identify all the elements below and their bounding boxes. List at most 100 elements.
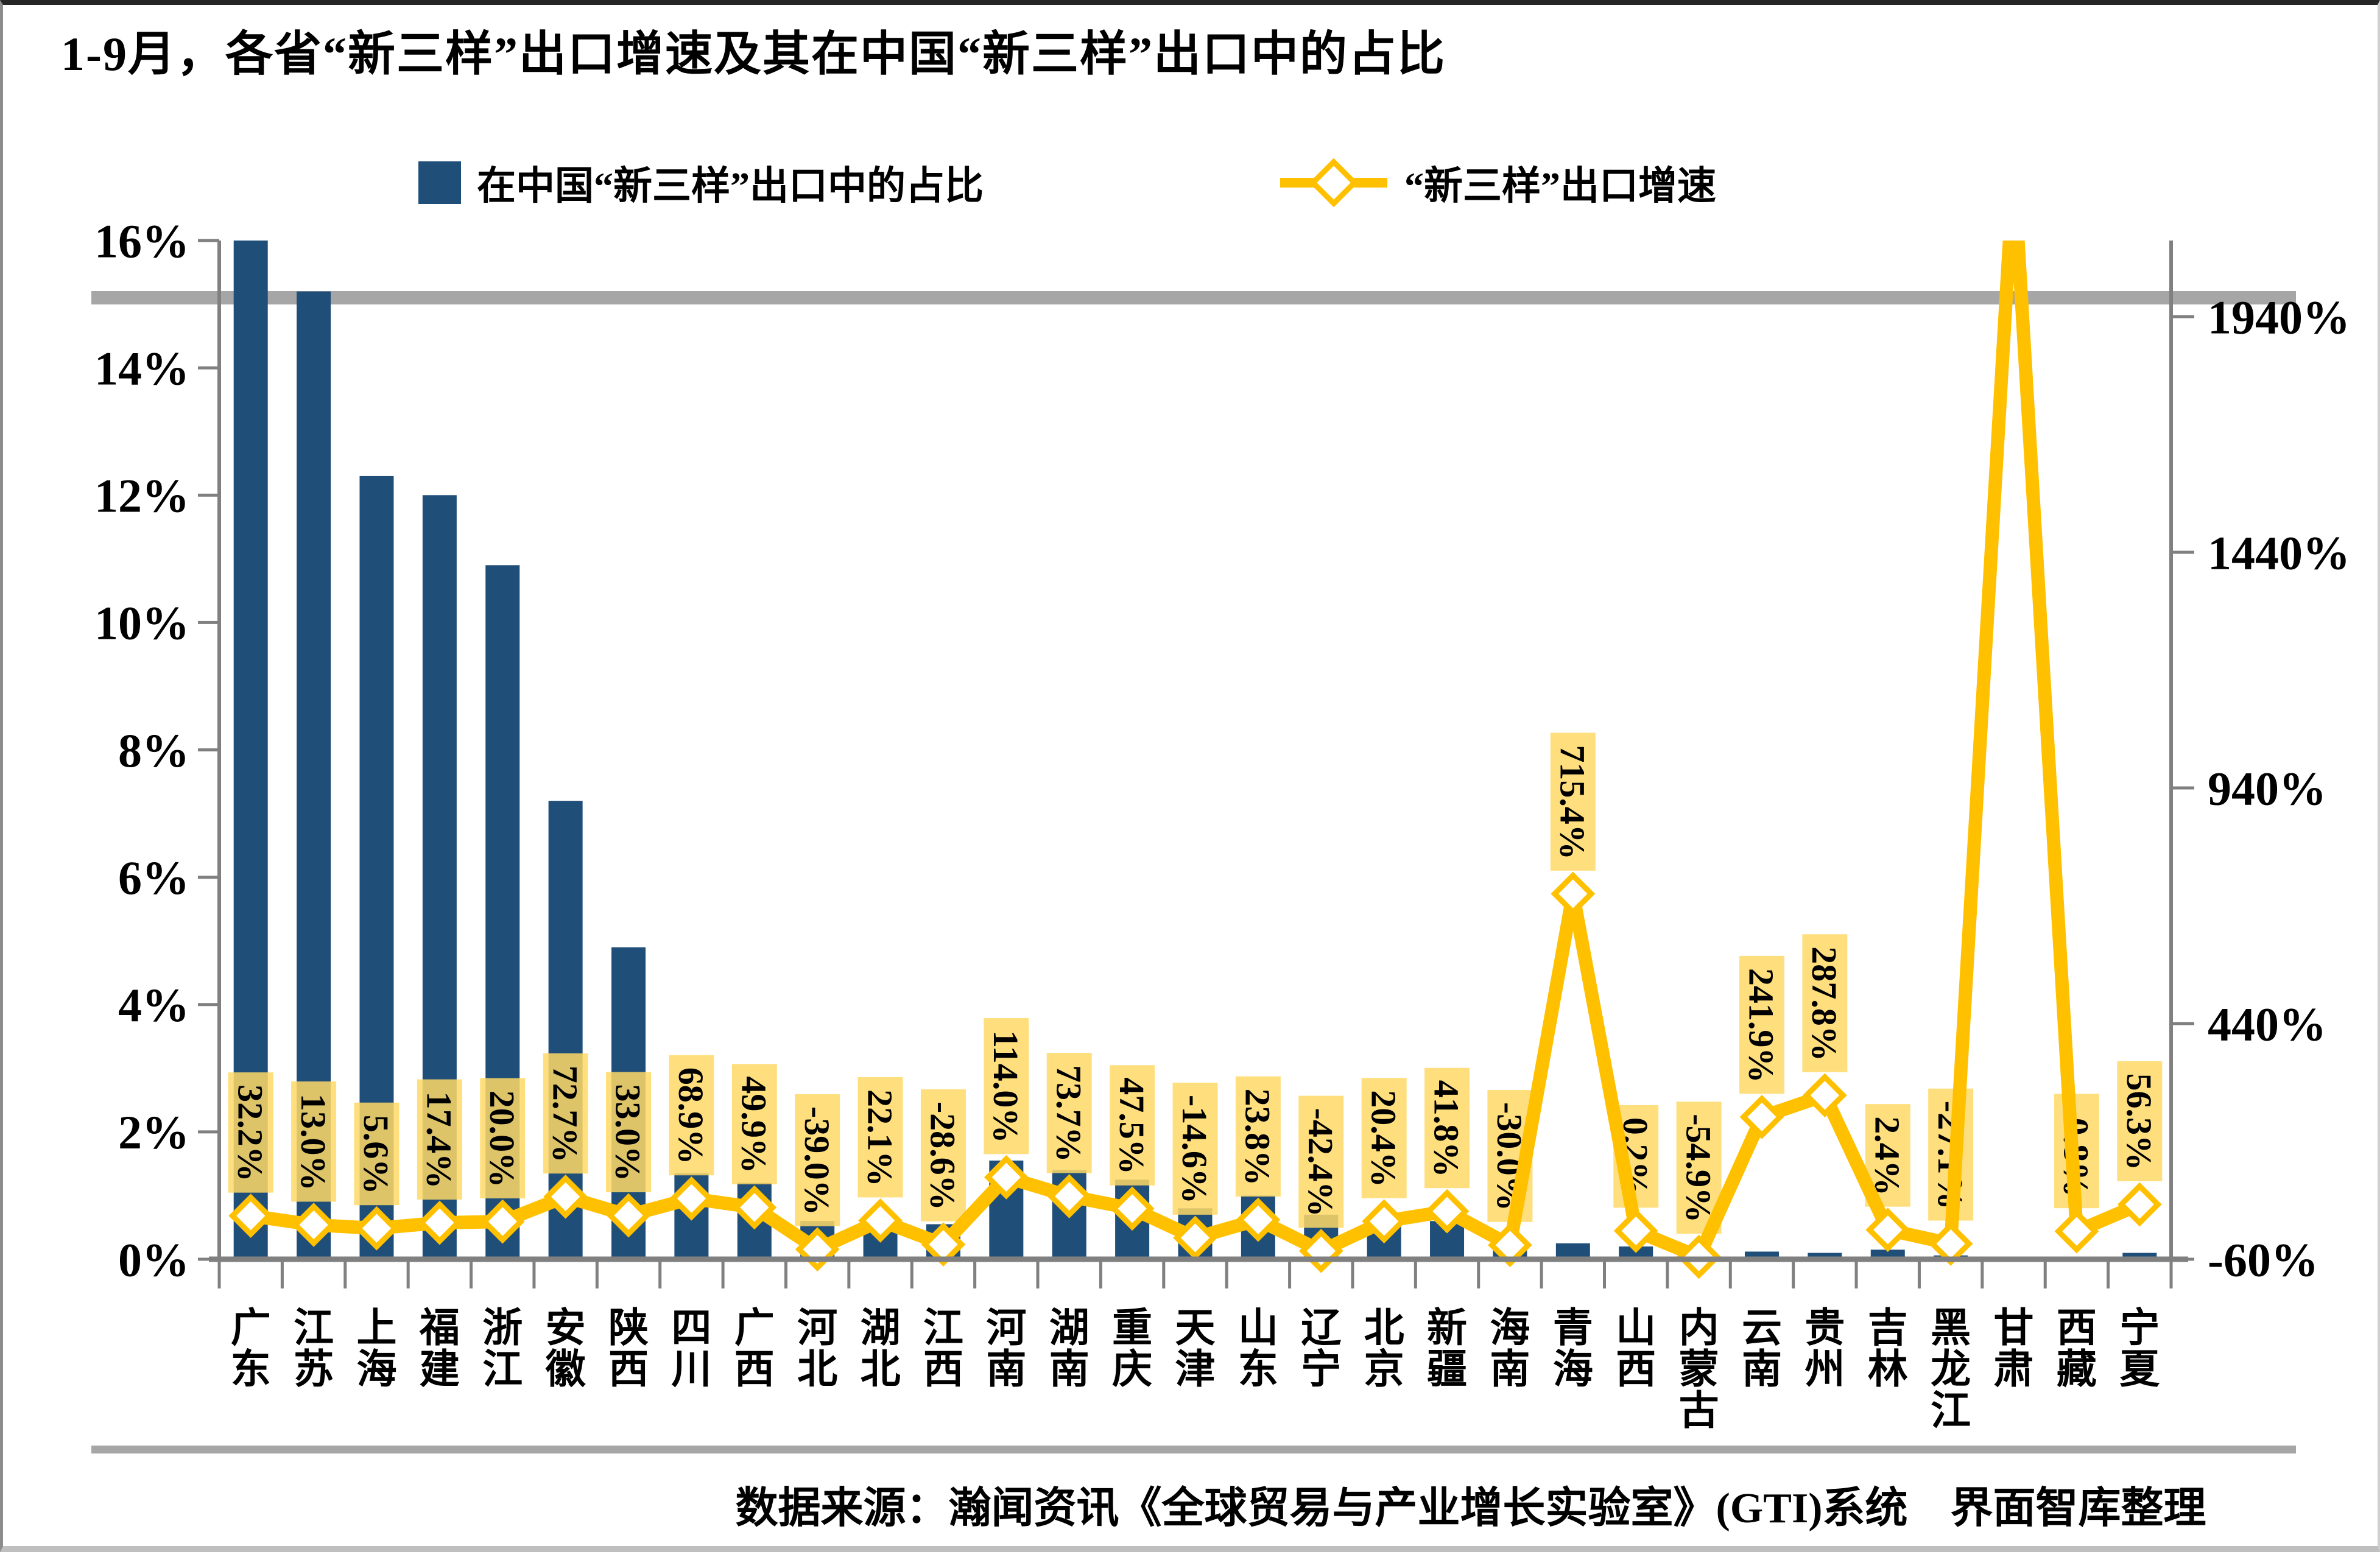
svg-text:49.9%: 49.9%: [734, 1076, 773, 1173]
x-label-山东: 山东: [1238, 1306, 1278, 1392]
x-label-黑龙江: 黑龙江: [1931, 1306, 1971, 1433]
x-label-宁夏: 宁夏: [2119, 1306, 2160, 1392]
x-label-四川: 四川: [671, 1306, 711, 1392]
right-tick-label: -60%: [2208, 1233, 2318, 1286]
growth-label-新疆: 41.8%: [1424, 1067, 1470, 1189]
growth-label-江苏: 13.0%: [291, 1081, 337, 1202]
svg-text:715.4%: 715.4%: [1553, 745, 1593, 860]
growth-label-贵州: 287.8%: [1802, 934, 1848, 1072]
x-label-云南: 云南: [1742, 1306, 1782, 1392]
x-label-贵州: 贵州: [1804, 1306, 1845, 1392]
legend-label-share: 在中国“新三样”出口中的占比: [477, 164, 984, 208]
source-note: 数据来源：瀚闻资讯《全球贸易与产业增长实验室》(GTI)系统 界面智库整理: [735, 1485, 2206, 1532]
growth-label-吉林: 2.4%: [1865, 1104, 1910, 1207]
bar-贵州: [1808, 1253, 1842, 1259]
growth-marker-西藏: [2054, 1209, 2099, 1254]
x-label-新疆: 新疆: [1427, 1306, 1467, 1392]
left-tick-label: 4%: [118, 979, 189, 1032]
x-label-广西: 广西: [734, 1306, 775, 1392]
growth-label-河北: -39.0%: [795, 1094, 840, 1226]
x-label-浙江: 浙江: [482, 1306, 523, 1392]
growth-label-天津: -14.6%: [1172, 1083, 1218, 1215]
growth-marker-青海: [1551, 871, 1596, 916]
growth-marker-宁夏: [2117, 1182, 2162, 1227]
growth-label-陕西: 33.0%: [606, 1072, 652, 1193]
x-label-重庆: 重庆: [1112, 1306, 1152, 1392]
x-label-江苏: 江苏: [294, 1306, 334, 1392]
growth-marker-海南: [1488, 1223, 1532, 1268]
growth-marker-山东: [1236, 1197, 1281, 1242]
svg-text:20.0%: 20.0%: [482, 1091, 522, 1188]
growth-marker-山西: [1613, 1209, 1658, 1253]
bar-swatch-icon: [418, 161, 461, 204]
x-label-湖北: 湖北: [861, 1306, 901, 1392]
growth-label-河南: 114.0%: [984, 1018, 1029, 1155]
x-label-北京: 北京: [1364, 1306, 1404, 1392]
growth-marker-河南: [984, 1155, 1029, 1200]
left-tick-label: 12%: [94, 469, 189, 522]
svg-text:72.7%: 72.7%: [545, 1066, 585, 1163]
svg-text:-28.6%: -28.6%: [923, 1102, 963, 1211]
left-tick-label: 14%: [94, 342, 189, 395]
right-tick-label: 940%: [2208, 762, 2326, 815]
growth-marker-广东: [228, 1193, 273, 1239]
svg-text:17.4%: 17.4%: [420, 1092, 459, 1189]
left-tick-label: 16%: [94, 214, 189, 267]
chart-title: 1-9月，各省“新三样”出口增速及其在中国“新三样”出口中的占比: [61, 27, 1446, 80]
svg-text:33.0%: 33.0%: [608, 1084, 648, 1182]
growth-marker-江西: [921, 1222, 966, 1267]
legend-item-growth: “新三样”出口增速: [1279, 155, 1716, 211]
svg-text:23.8%: 23.8%: [1238, 1089, 1278, 1186]
x-label-海南: 海南: [1490, 1306, 1530, 1392]
growth-label-山东: 23.8%: [1235, 1076, 1281, 1197]
svg-text:47.5%: 47.5%: [1112, 1077, 1152, 1175]
x-label-西藏: 西藏: [2057, 1306, 2097, 1392]
bar-宁夏: [2122, 1253, 2157, 1259]
growth-marker-吉林: [1865, 1207, 1910, 1253]
growth-marker-重庆: [1110, 1186, 1155, 1231]
svg-text:-39.0%: -39.0%: [797, 1106, 837, 1215]
right-tick-label: 440%: [2208, 997, 2326, 1050]
svg-text:-14.6%: -14.6%: [1175, 1095, 1214, 1204]
growth-marker-河北: [795, 1227, 840, 1272]
svg-text:22.1%: 22.1%: [860, 1089, 900, 1187]
growth-marker-安徽: [543, 1174, 588, 1219]
footer-divider: [91, 1446, 2296, 1453]
right-tick-label: 1440%: [2208, 526, 2350, 579]
growth-marker-陕西: [606, 1193, 651, 1238]
svg-text:73.7%: 73.7%: [1049, 1065, 1088, 1162]
growth-label-湖南: 73.7%: [1046, 1053, 1092, 1173]
svg-text:68.9%: 68.9%: [671, 1067, 711, 1165]
growth-markers: [228, 871, 2162, 1279]
svg-text:114.0%: 114.0%: [986, 1030, 1026, 1143]
growth-marker-贵州: [1803, 1073, 1847, 1118]
x-label-广东: 广东: [231, 1306, 271, 1392]
x-label-河南: 河南: [986, 1306, 1026, 1392]
growth-marker-广西: [732, 1185, 777, 1230]
x-label-天津: 天津: [1175, 1306, 1216, 1392]
growth-label-山西: 0.2%: [1613, 1105, 1659, 1208]
growth-marker-湖南: [1047, 1174, 1092, 1218]
left-tick-label: 8%: [118, 724, 189, 777]
growth-marker-福建: [417, 1200, 462, 1245]
svg-text:32.2%: 32.2%: [230, 1084, 270, 1182]
growth-label-四川: 68.9%: [669, 1055, 714, 1176]
x-label-甘肃: 甘肃: [1994, 1306, 2034, 1392]
svg-text:41.8%: 41.8%: [1427, 1080, 1466, 1178]
x-label-上海: 上海: [356, 1306, 396, 1392]
svg-text:5.6%: 5.6%: [356, 1115, 396, 1195]
svg-text:241.9%: 241.9%: [1742, 968, 1781, 1083]
title-divider: [91, 291, 2296, 304]
x-label-福建: 福建: [419, 1306, 460, 1392]
left-tick-label: 2%: [118, 1106, 189, 1159]
growth-marker-新疆: [1424, 1189, 1470, 1234]
growth-label-上海: 5.6%: [354, 1102, 400, 1206]
x-label-安徽: 安徽: [545, 1306, 586, 1392]
x-label-山西: 山西: [1616, 1306, 1656, 1392]
legend-label-growth: “新三样”出口增速: [1404, 164, 1716, 208]
growth-marker-湖北: [858, 1198, 903, 1243]
x-label-青海: 青海: [1553, 1306, 1593, 1392]
left-tick-label: 6%: [118, 851, 189, 904]
left-tick-label: 0%: [118, 1233, 189, 1286]
growth-label-江西: -28.6%: [920, 1089, 966, 1221]
